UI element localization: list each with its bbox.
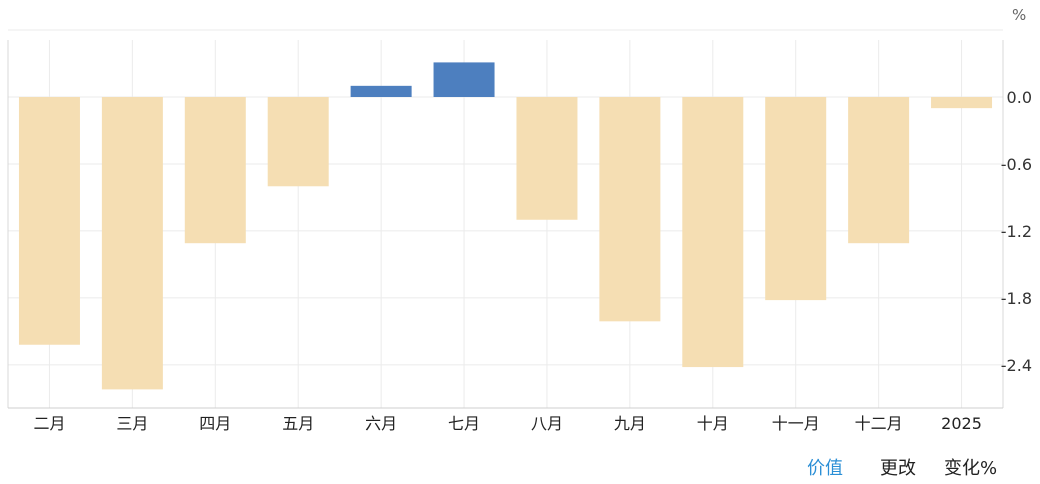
bar-9[interactable]	[682, 97, 744, 368]
chart-view-tabs: 价值 更改 变化%	[0, 454, 1040, 480]
bar-1[interactable]	[18, 97, 80, 345]
y-tick-label: -1.8	[1001, 289, 1032, 308]
bar-6[interactable]	[433, 62, 495, 97]
x-tick-label: 2025	[941, 414, 982, 433]
bar-11[interactable]	[848, 97, 910, 244]
bar-3[interactable]	[184, 97, 246, 244]
tab-change[interactable]: 更改	[880, 458, 916, 479]
tab-change-percent[interactable]: 变化%	[944, 458, 998, 479]
bar-chart: 0.0 -0.6 -1.2 -1.8 -2.4 二月 三月 四月 五月 六月 七月 八月 九月 十月 十一月…	[7, 29, 1032, 433]
x-tick-label: 九月	[614, 414, 646, 433]
bar-2[interactable]	[101, 97, 163, 390]
tab-value[interactable]: 价值	[807, 458, 843, 479]
axes: 0.0 -0.6 -1.2 -1.8 -2.4 二月 三月 四月 五月 六月 七月 八月 九月 十月 十一月…	[7, 40, 1032, 433]
x-tick-label: 七月	[448, 414, 480, 433]
x-tick-label: 十二月	[855, 414, 903, 433]
x-tick-label: 三月	[116, 414, 148, 433]
x-tick-label: 六月	[365, 414, 397, 433]
y-axis-unit-label: %	[1012, 6, 1027, 24]
x-tick-label: 四月	[199, 414, 231, 433]
x-tick-label: 八月	[531, 414, 563, 433]
x-tick-label: 二月	[33, 414, 65, 433]
x-tick-label: 十月	[697, 414, 729, 433]
y-tick-label: -2.4	[1001, 356, 1032, 375]
y-tick-label: -1.2	[1001, 222, 1032, 241]
bars	[18, 62, 993, 390]
bar-8[interactable]	[599, 97, 661, 322]
bar-7[interactable]	[516, 97, 578, 220]
bar-12[interactable]	[931, 97, 993, 109]
x-tick-label: 十一月	[772, 414, 820, 433]
x-tick-label: 五月	[282, 414, 314, 433]
bar-10[interactable]	[765, 97, 827, 301]
y-tick-label: 0.0	[1007, 88, 1032, 107]
y-tick-label: -0.6	[1001, 155, 1032, 174]
bar-5[interactable]	[350, 85, 412, 97]
bar-4[interactable]	[267, 97, 329, 187]
